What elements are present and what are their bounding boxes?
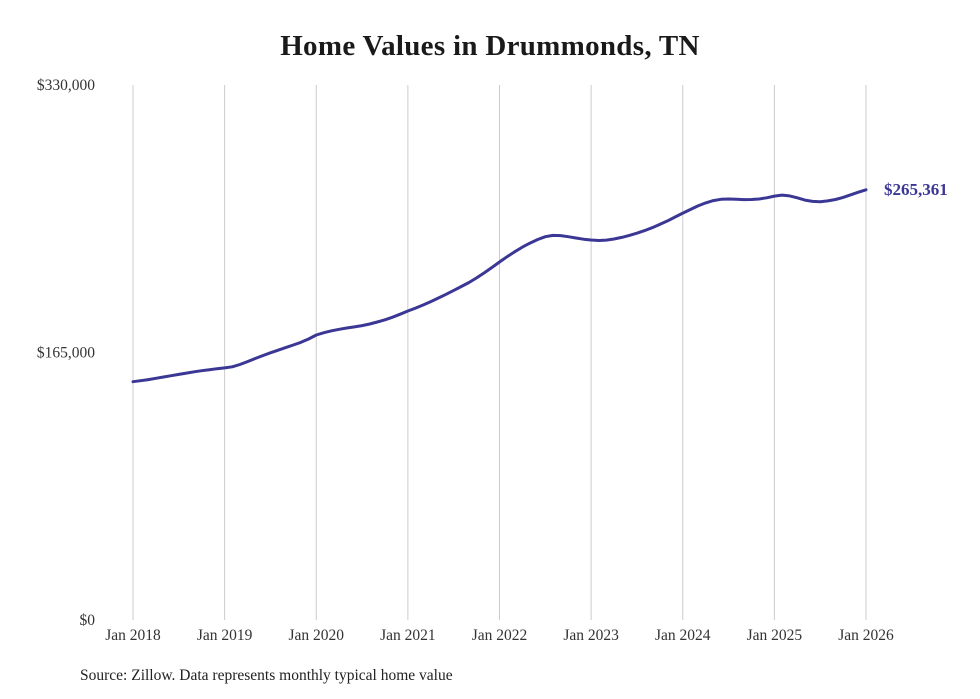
x-axis-label: Jan 2021 [380,627,436,644]
x-axis-label: Jan 2026 [838,627,894,644]
home-value-series-line [131,188,868,384]
x-axis-label: Jan 2025 [747,627,803,644]
chart-title: Home Values in Drummonds, TN [280,30,700,62]
x-axis-label: Jan 2018 [105,627,161,644]
y-axis-label: $165,000 [37,345,95,362]
x-axis-label: Jan 2022 [472,627,528,644]
source-note: Source: Zillow. Data represents monthly … [80,667,453,684]
x-axis-label: Jan 2024 [655,627,711,644]
x-axis-label: Jan 2019 [197,627,253,644]
y-axis-label: $0 [80,612,96,629]
end-value-label: $265,361 [884,179,948,199]
y-axis-label: $330,000 [37,77,95,94]
x-axis-label: Jan 2023 [563,627,619,644]
x-axis-label: Jan 2020 [288,627,344,644]
